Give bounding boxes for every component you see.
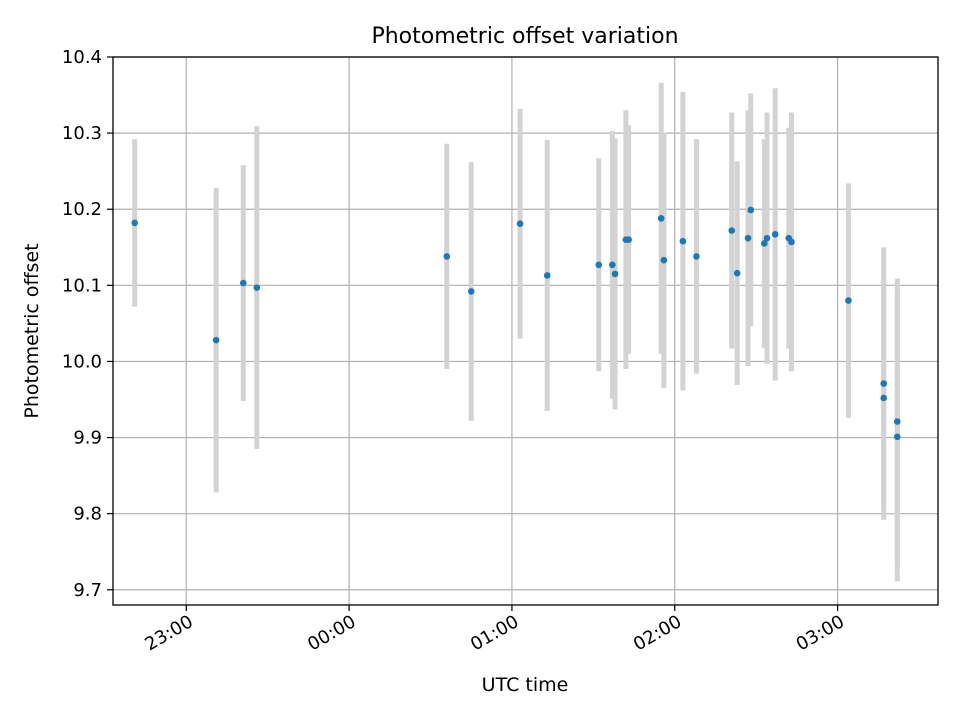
x-axis-label: UTC time [482, 674, 569, 696]
data-point [212, 336, 220, 344]
data-point [744, 234, 752, 242]
y-tick-label: 10.3 [62, 123, 102, 144]
data-point [733, 269, 741, 277]
data-point [880, 394, 888, 402]
y-tick-label: 9.8 [73, 504, 102, 525]
data-point [253, 284, 261, 291]
data-point [131, 219, 139, 227]
y-tick-label: 10.4 [62, 47, 102, 68]
y-axis-label: Photometric offset [21, 243, 43, 418]
data-point [679, 237, 687, 245]
data-point [728, 227, 736, 234]
data-point [239, 279, 247, 287]
data-point [845, 297, 852, 304]
data-point [788, 238, 795, 246]
data-point [747, 206, 755, 214]
data-point [467, 288, 475, 295]
data-point [657, 215, 665, 222]
data-point [771, 231, 779, 238]
data-point [880, 380, 888, 387]
data-point [660, 256, 668, 264]
data-point [893, 433, 901, 441]
y-tick-label: 9.7 [73, 580, 102, 601]
data-point [443, 253, 451, 260]
data-point [761, 240, 768, 247]
y-tick-label: 10.2 [62, 199, 102, 220]
data-point [893, 418, 901, 425]
y-tick-label: 10.0 [62, 351, 102, 372]
data-point [693, 253, 700, 260]
data-point [516, 220, 524, 227]
data-point [543, 272, 551, 279]
data-point [763, 234, 771, 242]
data-point [611, 270, 619, 278]
plot-frame [112, 56, 939, 606]
data-point [625, 236, 632, 243]
chart-title: Photometric offset variation [371, 24, 678, 49]
y-tick-label: 10.1 [62, 275, 102, 296]
y-tick-label: 9.9 [73, 428, 102, 449]
data-point [595, 261, 603, 269]
data-point [609, 261, 616, 269]
